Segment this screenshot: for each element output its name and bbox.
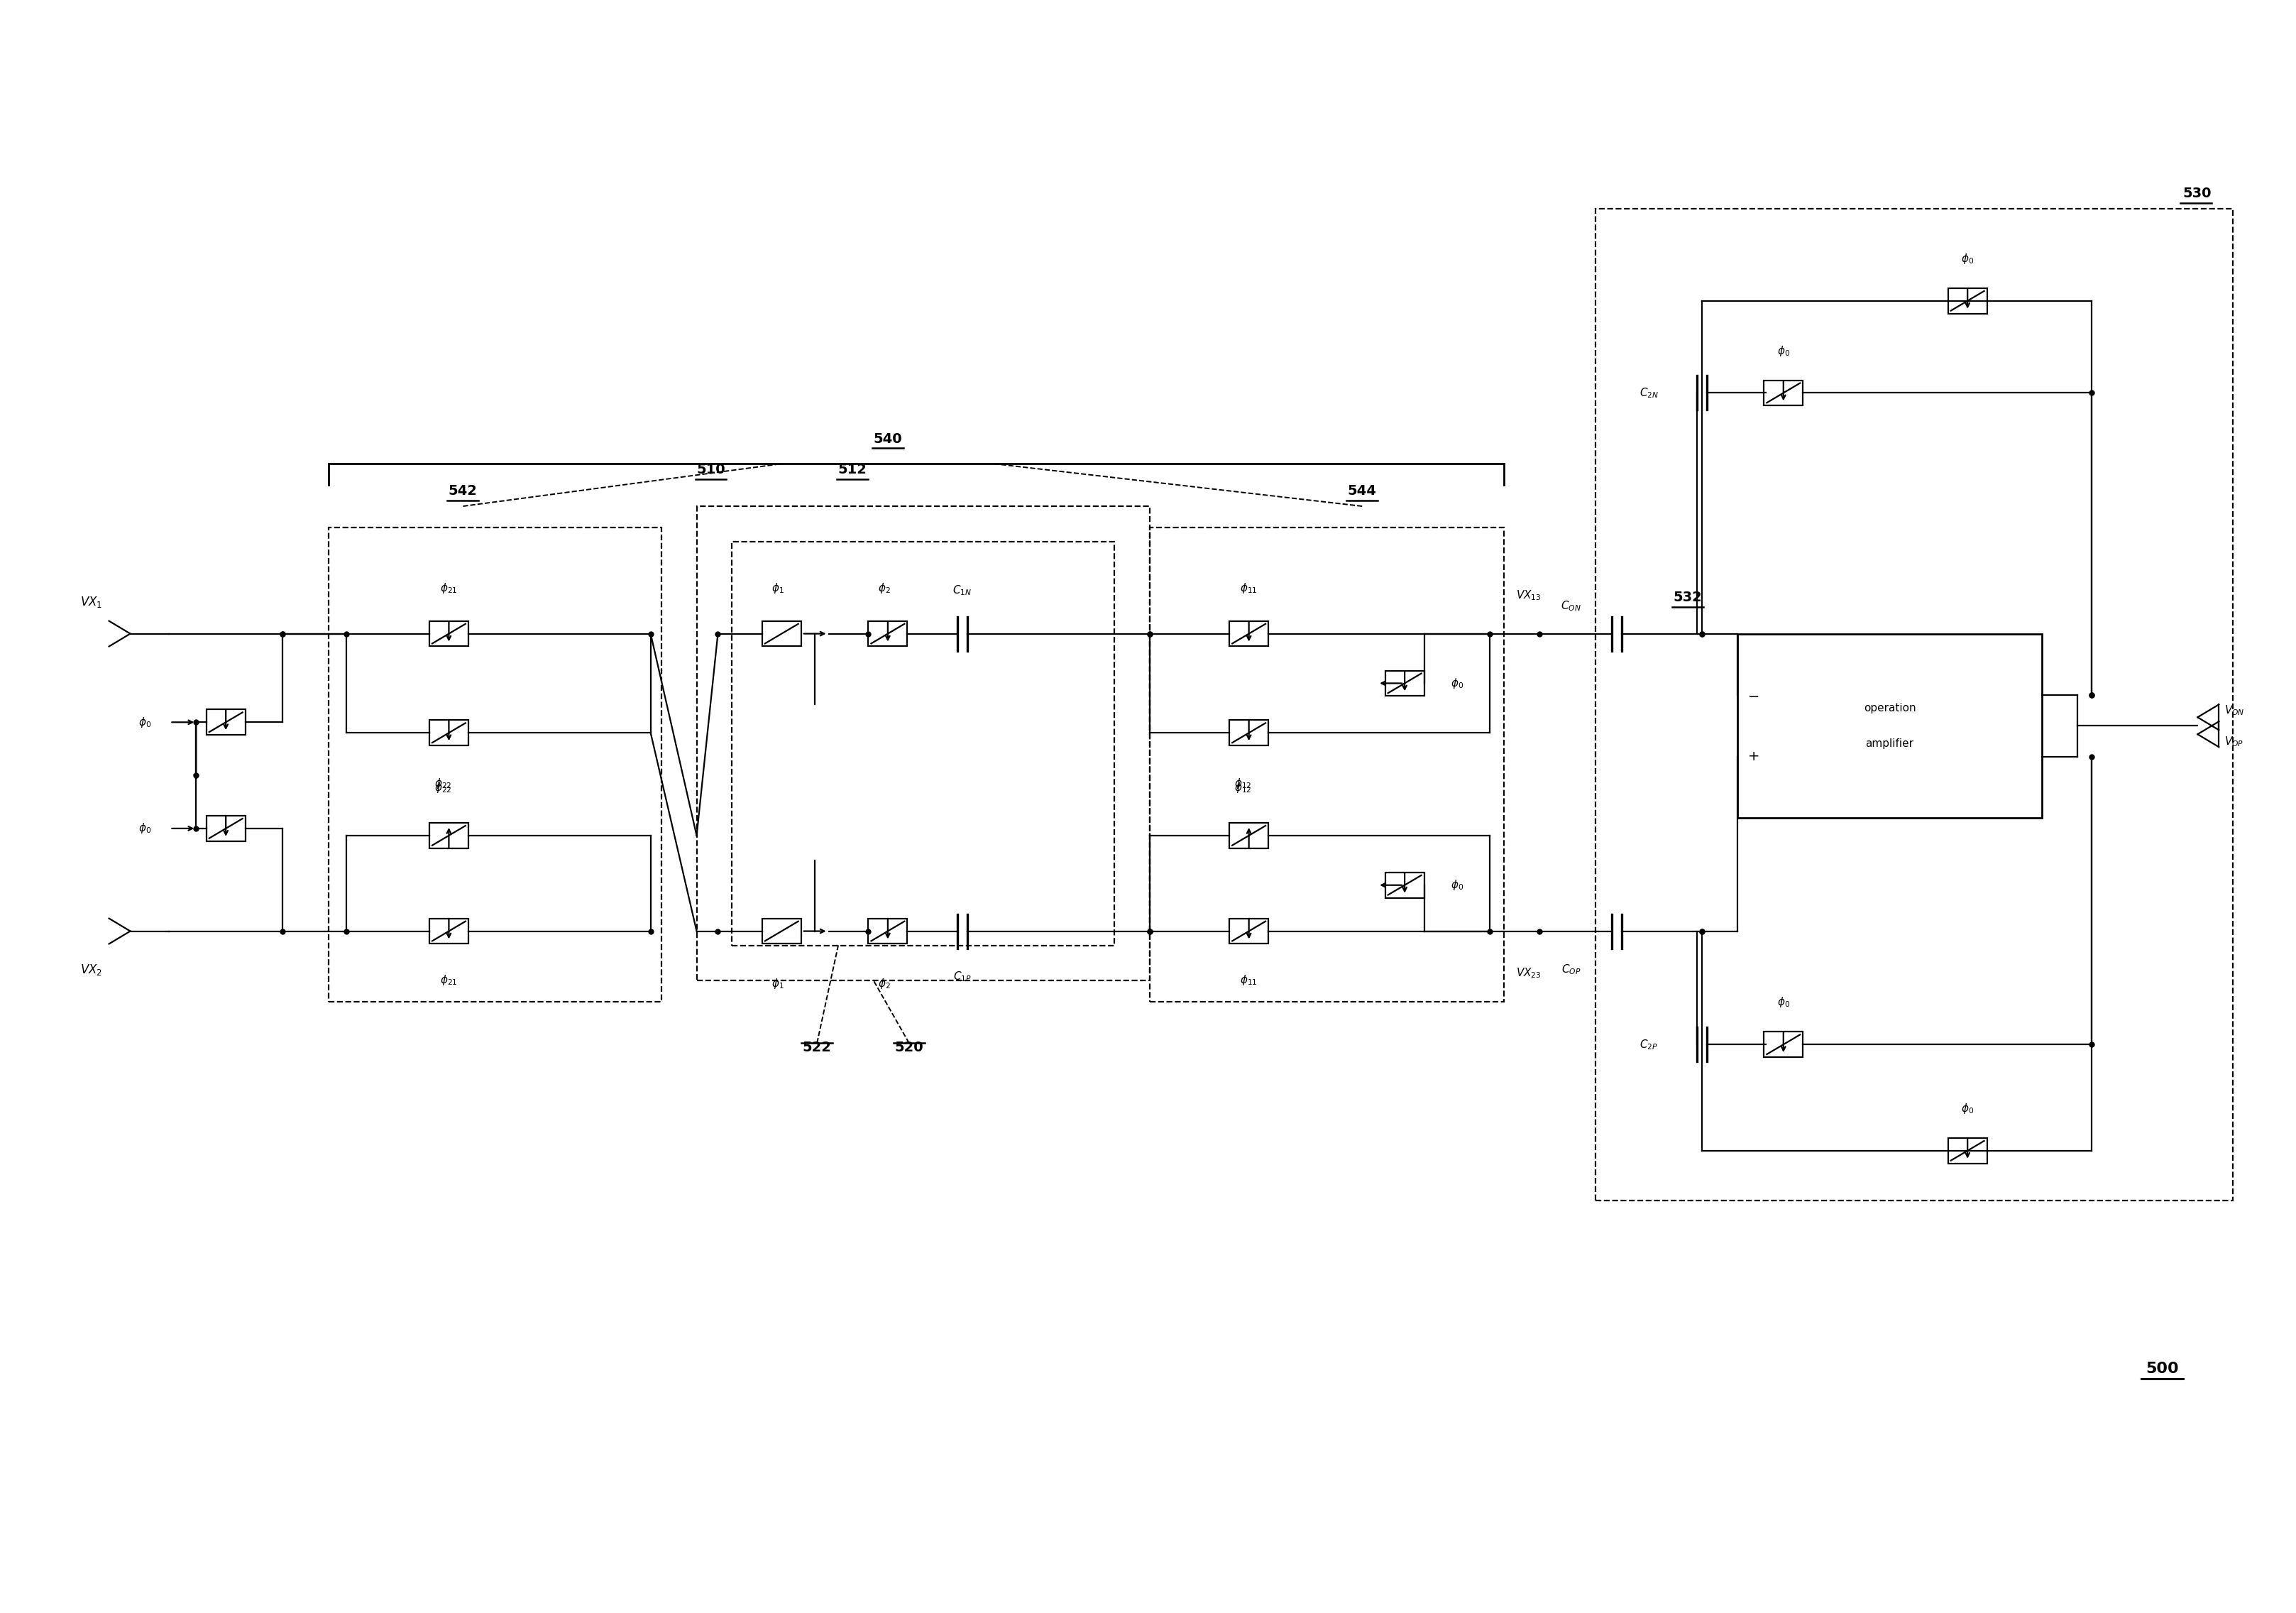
- Text: $\phi_0$: $\phi_0$: [1961, 1102, 1975, 1115]
- Bar: [1228, 621, 1267, 647]
- Bar: [429, 621, 468, 647]
- Text: $\phi_0$: $\phi_0$: [138, 821, 152, 836]
- Text: $\phi_2$: $\phi_2$: [877, 977, 891, 990]
- Text: $C_{2P}$: $C_{2P}$: [1639, 1037, 1658, 1052]
- Text: $C_{2N}$: $C_{2N}$: [1639, 386, 1658, 400]
- Bar: [732, 542, 1114, 945]
- Bar: [328, 527, 661, 1002]
- Text: $\phi_0$: $\phi_0$: [1451, 676, 1463, 690]
- Text: $C_{OP}$: $C_{OP}$: [1561, 963, 1580, 976]
- Bar: [1763, 1032, 1802, 1057]
- Text: $-$: $-$: [1747, 689, 1759, 702]
- Text: amplifier: amplifier: [1867, 739, 1915, 748]
- Text: $C_{ON}$: $C_{ON}$: [1561, 598, 1582, 613]
- Text: $\phi_0$: $\phi_0$: [1777, 995, 1791, 1010]
- Bar: [1947, 289, 1986, 313]
- Text: $\phi_{21}$: $\phi_{21}$: [441, 581, 457, 595]
- Text: $\phi_2$: $\phi_2$: [877, 581, 891, 595]
- Text: operation: operation: [1864, 703, 1915, 713]
- Text: $\phi_{12}$: $\phi_{12}$: [1235, 777, 1251, 790]
- Text: $\phi_0$: $\phi_0$: [1961, 252, 1975, 266]
- Bar: [762, 621, 801, 647]
- Text: $\phi_1$: $\phi_1$: [771, 977, 785, 990]
- Text: 530: 530: [2183, 187, 2211, 200]
- Bar: [1228, 823, 1267, 848]
- Text: 510: 510: [696, 463, 726, 476]
- Text: $\phi_{11}$: $\phi_{11}$: [1240, 581, 1258, 595]
- Bar: [429, 823, 468, 848]
- Text: 512: 512: [838, 463, 868, 476]
- Bar: [1384, 873, 1424, 898]
- Text: $VX_1$: $VX_1$: [80, 595, 103, 610]
- Text: $V_{ON}$: $V_{ON}$: [2225, 703, 2245, 716]
- Text: $\phi_{12}$: $\phi_{12}$: [1235, 781, 1251, 795]
- Text: $\phi_1$: $\phi_1$: [771, 581, 785, 595]
- Text: $\phi_{22}$: $\phi_{22}$: [434, 781, 452, 795]
- Text: 544: 544: [1348, 484, 1378, 498]
- Bar: [868, 621, 907, 647]
- Text: $\phi_0$: $\phi_0$: [138, 716, 152, 729]
- Bar: [207, 816, 246, 840]
- Bar: [762, 918, 801, 944]
- Bar: [429, 719, 468, 745]
- Bar: [1150, 527, 1504, 1002]
- Bar: [1947, 1139, 1986, 1163]
- Text: $VX_{13}$: $VX_{13}$: [1515, 589, 1541, 602]
- Text: 520: 520: [895, 1040, 923, 1055]
- Bar: [1384, 671, 1424, 695]
- Text: $\phi_{22}$: $\phi_{22}$: [434, 777, 452, 790]
- Text: $+$: $+$: [1747, 750, 1759, 763]
- Text: 522: 522: [804, 1040, 831, 1055]
- Text: 532: 532: [1674, 590, 1701, 603]
- Text: $\phi_{11}$: $\phi_{11}$: [1240, 974, 1258, 987]
- Text: $VX_{23}$: $VX_{23}$: [1515, 966, 1541, 979]
- Text: $\phi_{21}$: $\phi_{21}$: [441, 974, 457, 987]
- Text: $\phi_0$: $\phi_0$: [1451, 879, 1463, 892]
- Bar: [1596, 208, 2234, 1200]
- Bar: [696, 506, 1150, 981]
- Text: 540: 540: [872, 432, 902, 447]
- Bar: [207, 710, 246, 736]
- Text: $V_{OP}$: $V_{OP}$: [2225, 734, 2243, 748]
- Bar: [1228, 719, 1267, 745]
- Text: 500: 500: [2147, 1361, 2179, 1376]
- Bar: [868, 918, 907, 944]
- Text: $C_{1N}$: $C_{1N}$: [953, 584, 971, 597]
- Bar: [1228, 918, 1267, 944]
- Text: $C_{1P}$: $C_{1P}$: [953, 969, 971, 984]
- Bar: [1763, 381, 1802, 405]
- Bar: [1738, 634, 2041, 818]
- Text: 542: 542: [448, 484, 478, 498]
- Bar: [429, 918, 468, 944]
- Text: $VX_2$: $VX_2$: [80, 963, 103, 977]
- Text: $\phi_0$: $\phi_0$: [1777, 344, 1791, 358]
